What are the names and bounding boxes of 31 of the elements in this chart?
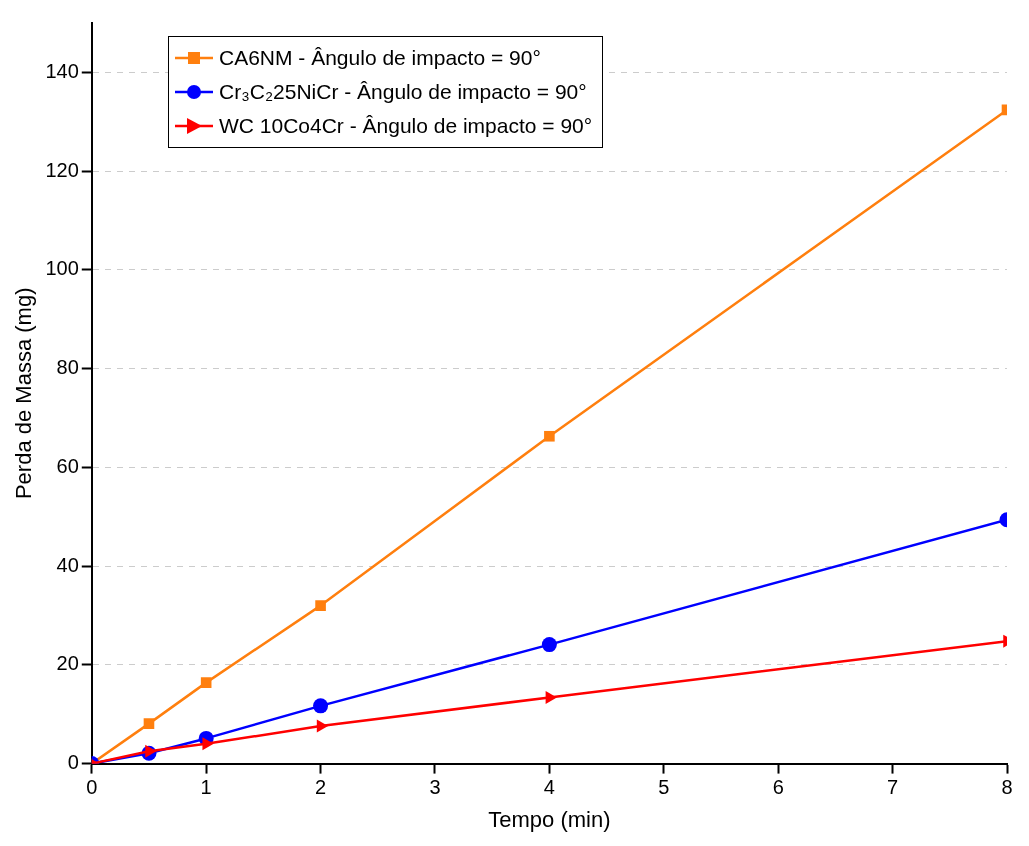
legend-label: CA6NM - Ângulo de impacto = 90° — [219, 46, 541, 70]
y-tick-label: 60 — [56, 454, 79, 477]
x-tick-label: 4 — [543, 776, 555, 799]
x-axis-title: Tempo (min) — [488, 806, 611, 832]
y-tick-label: 80 — [56, 356, 79, 379]
point — [541, 637, 557, 653]
point — [145, 744, 157, 758]
point — [315, 600, 326, 611]
x-tick-label: 6 — [772, 776, 784, 799]
x-tick-label: 5 — [658, 776, 670, 799]
y-tick-label: 100 — [45, 257, 79, 280]
x-tick-label: 3 — [429, 776, 441, 799]
legend-label: Cr₃C₂25NiCr - Ângulo de impacto = 90° — [219, 80, 587, 104]
x-tick-label: 7 — [887, 776, 899, 799]
y-axis-title: Perda de Massa (mg) — [11, 287, 37, 500]
point — [544, 430, 555, 442]
y-tick-label: 120 — [45, 158, 79, 181]
y-tick-label: 0 — [67, 751, 79, 774]
y-tick-label: 140 — [45, 59, 79, 82]
point — [316, 719, 329, 733]
x-tick-label: 8 — [1001, 776, 1013, 799]
x-tick-label: 2 — [315, 776, 327, 799]
y-tick-label: 40 — [56, 553, 79, 576]
point — [202, 737, 214, 751]
legend-label: WC 10Co4Cr - Ângulo de impacto = 90° — [219, 114, 593, 138]
x-tick-label: 1 — [200, 776, 212, 799]
point — [143, 718, 155, 729]
point — [200, 677, 212, 688]
x-tick-label: 0 — [86, 776, 98, 799]
y-tick-label: 20 — [56, 652, 79, 675]
point — [313, 698, 329, 714]
